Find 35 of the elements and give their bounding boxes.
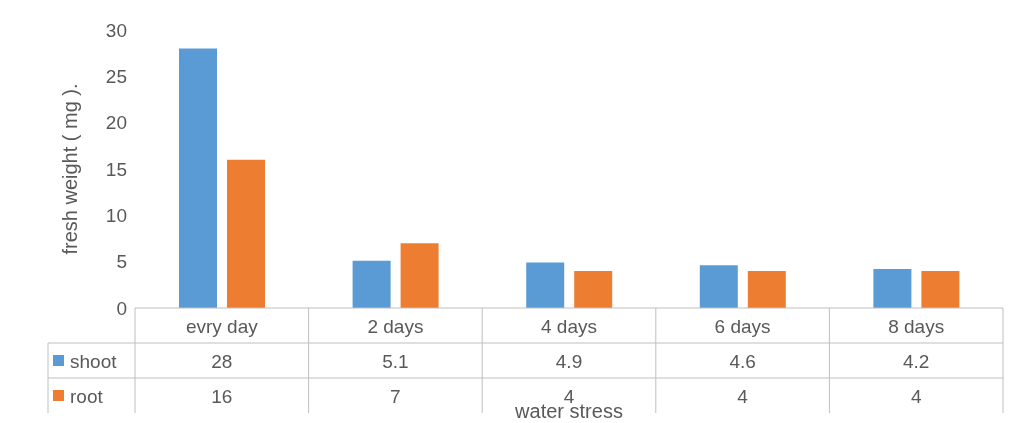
data-label: 5.1 bbox=[382, 350, 409, 372]
y-tick-label: 15 bbox=[105, 158, 127, 180]
x-tick-label: 2 days bbox=[367, 315, 424, 337]
y-tick-label: 30 bbox=[105, 19, 127, 41]
bar bbox=[526, 262, 565, 308]
data-label: 4.2 bbox=[902, 350, 930, 372]
bar bbox=[921, 270, 960, 308]
x-tick-label: 8 days bbox=[888, 315, 945, 337]
y-tick-label: 25 bbox=[105, 66, 127, 88]
data-label: 28 bbox=[211, 350, 233, 372]
data-label: 4 bbox=[737, 385, 749, 407]
data-label: 16 bbox=[211, 385, 233, 407]
data-label: 4.9 bbox=[555, 350, 583, 372]
x-tick-label: 6 days bbox=[714, 315, 771, 337]
bar bbox=[400, 243, 439, 308]
data-label: 4 bbox=[563, 385, 575, 407]
x-tick-label: 4 days bbox=[541, 315, 597, 337]
y-tick-label: 10 bbox=[105, 205, 127, 227]
bar bbox=[352, 260, 391, 308]
y-tick-label: 0 bbox=[116, 297, 127, 319]
data-label: 4 bbox=[910, 385, 922, 407]
bar bbox=[179, 48, 217, 308]
bar bbox=[227, 159, 265, 308]
y-tick-label: 20 bbox=[105, 112, 127, 134]
data-label: 7 bbox=[390, 385, 401, 407]
y-axis-title: fresh weight ( mg ). bbox=[58, 83, 82, 255]
bar bbox=[699, 265, 738, 308]
bar bbox=[747, 270, 786, 308]
bar bbox=[873, 269, 912, 308]
x-tick-label: evry day bbox=[185, 315, 259, 337]
legend-label: root bbox=[70, 385, 104, 407]
y-tick-label: 5 bbox=[116, 251, 127, 273]
data-label: 4.6 bbox=[729, 350, 756, 372]
legend-label: shoot bbox=[70, 350, 118, 372]
bar bbox=[574, 270, 613, 308]
